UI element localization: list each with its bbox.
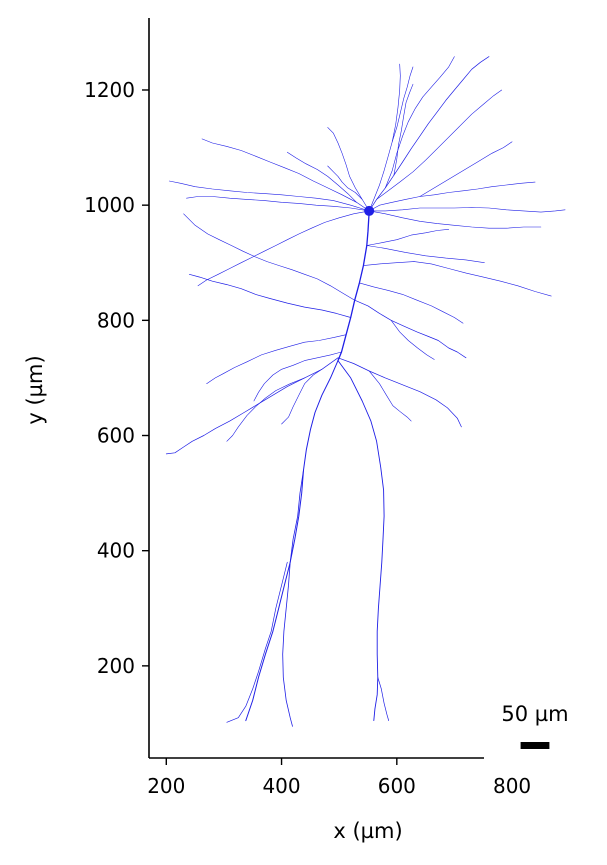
y-tick-label: 800 xyxy=(97,308,135,332)
neurite-oblique-left-mid-4 xyxy=(253,351,342,402)
neurite-oblique-right-lower xyxy=(337,357,462,428)
neurite-apical-trunk xyxy=(337,210,370,362)
neurite-basal-left-2 xyxy=(186,196,370,212)
soma-marker xyxy=(364,205,375,216)
neurite-basal-upper-right-long xyxy=(368,56,490,212)
scale-bar-label: 50 µm xyxy=(501,702,568,726)
x-tick-label: 800 xyxy=(493,774,531,798)
x-tick-label: 200 xyxy=(147,774,185,798)
scale-bar-mask xyxy=(484,748,587,768)
neurite-oblique-left-mid-2 xyxy=(206,334,347,384)
neurite-oblique-right-mid-2 xyxy=(359,282,464,324)
x-axis-label: x (µm) xyxy=(333,819,402,843)
neurite-oblique-left-mid-3 xyxy=(183,213,355,301)
neurite-oblique-left-lower-2 xyxy=(226,377,305,442)
neurite-basal-upper-left-2 xyxy=(327,165,363,200)
scale-bar xyxy=(520,742,550,749)
neurite-oblique-right-mid-4 xyxy=(366,229,449,246)
neurite-descending-branch-left xyxy=(245,360,339,722)
neurite-basal-upper-right-4 xyxy=(393,83,414,176)
neurite-basal-upper-top xyxy=(368,66,414,212)
neurite-descending-branch-left-2 xyxy=(282,469,304,727)
y-tick-label: 600 xyxy=(97,424,135,448)
neurite-descending-branch-left-3 xyxy=(226,561,288,723)
neurite-oblique-right-lower-2 xyxy=(368,370,412,422)
neurite-basal-right-2 xyxy=(368,210,542,229)
neurite-basal-upper-left xyxy=(327,127,370,212)
y-ticks: 200 400 600 800 1000 1200 xyxy=(84,78,149,678)
x-tick-label: 600 xyxy=(378,774,416,798)
y-tick-label: 1200 xyxy=(84,78,135,102)
neurite-oblique-right-mid-6 xyxy=(390,320,435,360)
neuron-neurites xyxy=(165,56,566,727)
neurite-oblique-right-mid-3 xyxy=(363,261,552,297)
x-ticks: 200 400 600 800 xyxy=(147,758,531,798)
neurite-basal-upper-right-3 xyxy=(385,56,455,189)
neurite-oblique-left-lower-3 xyxy=(281,369,323,425)
neurite-basal-left-up xyxy=(201,138,370,212)
neurite-oblique-left-mid xyxy=(188,273,352,318)
neurite-basal-upper-top-2 xyxy=(391,63,401,143)
neurite-basal-left-up-2 xyxy=(287,151,357,203)
y-axis-label: y (µm) xyxy=(23,355,47,424)
neurite-basal-right-long xyxy=(368,207,566,213)
neurite-basal-right-upper xyxy=(419,141,513,197)
neurite-basal-upper-right-2 xyxy=(376,89,502,200)
neurite-basal-upper-right-5 xyxy=(368,181,536,212)
y-tick-label: 400 xyxy=(97,539,135,563)
neurite-basal-left-long xyxy=(168,180,370,212)
neurite-basal-left-3 xyxy=(197,210,370,287)
y-tick-label: 200 xyxy=(97,654,135,678)
neurite-descending-branch-right-tuft xyxy=(377,677,390,721)
y-tick-label: 1000 xyxy=(84,193,135,217)
x-tick-label: 400 xyxy=(262,774,300,798)
neurite-descending-branch-right xyxy=(337,360,385,722)
neurite-oblique-left-lower xyxy=(165,357,339,455)
neurite-oblique-right-mid xyxy=(354,299,467,359)
neurite-oblique-right-mid-5 xyxy=(366,245,485,263)
